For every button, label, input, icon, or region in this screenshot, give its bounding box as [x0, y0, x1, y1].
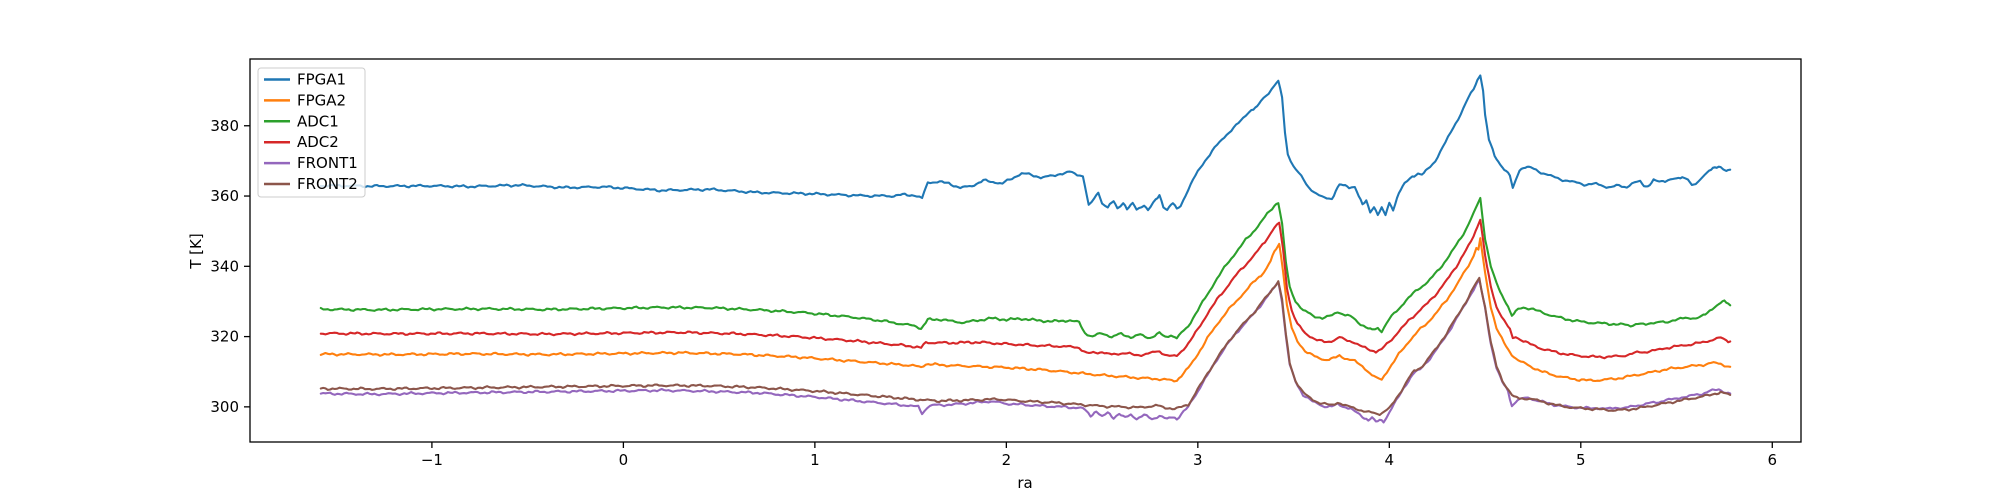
legend-label-ADC2: ADC2	[297, 133, 339, 151]
legend-label-FRONT2: FRONT2	[297, 175, 358, 193]
x-axis-tick-label: 3	[1193, 451, 1203, 469]
x-axis-tick-label: 5	[1576, 451, 1586, 469]
chart-generated-content: −1 0 1 2 3 4 5 6 300 320 340 360 380 FPGA1 FPGA2 ADC1 AD…	[210, 58, 1802, 469]
x-axis-tick-label: 2	[1002, 451, 1012, 469]
legend-label-FPGA1: FPGA1	[297, 71, 346, 89]
x-axis-tick-label: 4	[1385, 451, 1395, 469]
x-axis-tick-label: 1	[810, 451, 820, 469]
series-line-ADC2	[319, 218, 1732, 360]
legend-label-FPGA2: FPGA2	[297, 91, 346, 109]
axes-frame	[249, 58, 1802, 443]
x-axis-tick-label: −1	[421, 451, 443, 469]
series-line-ADC1	[319, 196, 1732, 340]
y-axis-tick-label: 360	[210, 187, 239, 205]
series-line-FPGA1	[319, 74, 1732, 217]
y-axis-tick-label: 380	[210, 117, 239, 135]
x-axis-tick-label: 0	[619, 451, 629, 469]
legend-label-ADC1: ADC1	[297, 112, 339, 130]
y-axis-tick-label: 340	[210, 257, 239, 275]
series-line-FRONT2	[319, 276, 1732, 417]
y-axis-tick-label: 300	[210, 398, 239, 416]
legend-label-FRONT1: FRONT1	[297, 154, 358, 172]
series-line-FPGA2	[319, 237, 1732, 383]
y-axis-label: T [K]	[187, 233, 205, 269]
x-axis-tick-label: 6	[1768, 451, 1778, 469]
x-axis-label: ra	[1017, 474, 1032, 492]
y-axis-tick-label: 320	[210, 328, 239, 346]
